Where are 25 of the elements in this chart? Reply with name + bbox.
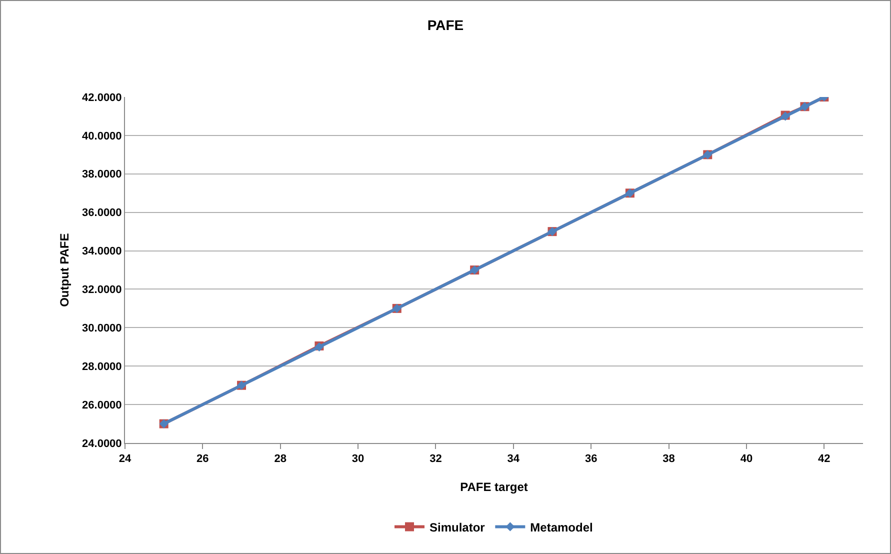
x-tick-label: 24 bbox=[118, 453, 132, 466]
y-tick-label: 40.0000 bbox=[82, 130, 122, 142]
legend-label: Metamodel bbox=[530, 520, 593, 534]
x-tick-label: 26 bbox=[196, 453, 209, 466]
x-axis-title: PAFE target bbox=[460, 480, 528, 494]
chart-title: PAFE bbox=[427, 17, 464, 34]
x-tick-label: 32 bbox=[430, 453, 442, 466]
y-tick-label: 30.0000 bbox=[82, 322, 122, 335]
x-tick-label: 40 bbox=[740, 453, 753, 466]
y-tick-label: 28.0000 bbox=[82, 360, 122, 373]
x-tick-label: 28 bbox=[274, 453, 286, 466]
y-tick-label: 32.0000 bbox=[82, 284, 122, 296]
legend-label: Simulator bbox=[430, 520, 486, 534]
y-axis-title: Output PAFE bbox=[57, 233, 72, 307]
x-tick-label: 38 bbox=[662, 453, 675, 466]
x-tick-label: 42 bbox=[818, 453, 830, 466]
y-tick-label: 34.0000 bbox=[82, 246, 122, 258]
y-tick-label: 36.0000 bbox=[82, 207, 122, 220]
x-tick-label: 30 bbox=[352, 453, 364, 466]
y-tick-label: 26.0000 bbox=[82, 399, 122, 412]
y-tick-label: 24.0000 bbox=[82, 438, 122, 450]
x-tick-label: 34 bbox=[507, 453, 520, 466]
y-tick-label: 42.0000 bbox=[82, 92, 122, 104]
y-tick-label: 38.0000 bbox=[82, 168, 122, 181]
x-tick-label: 36 bbox=[584, 453, 598, 466]
